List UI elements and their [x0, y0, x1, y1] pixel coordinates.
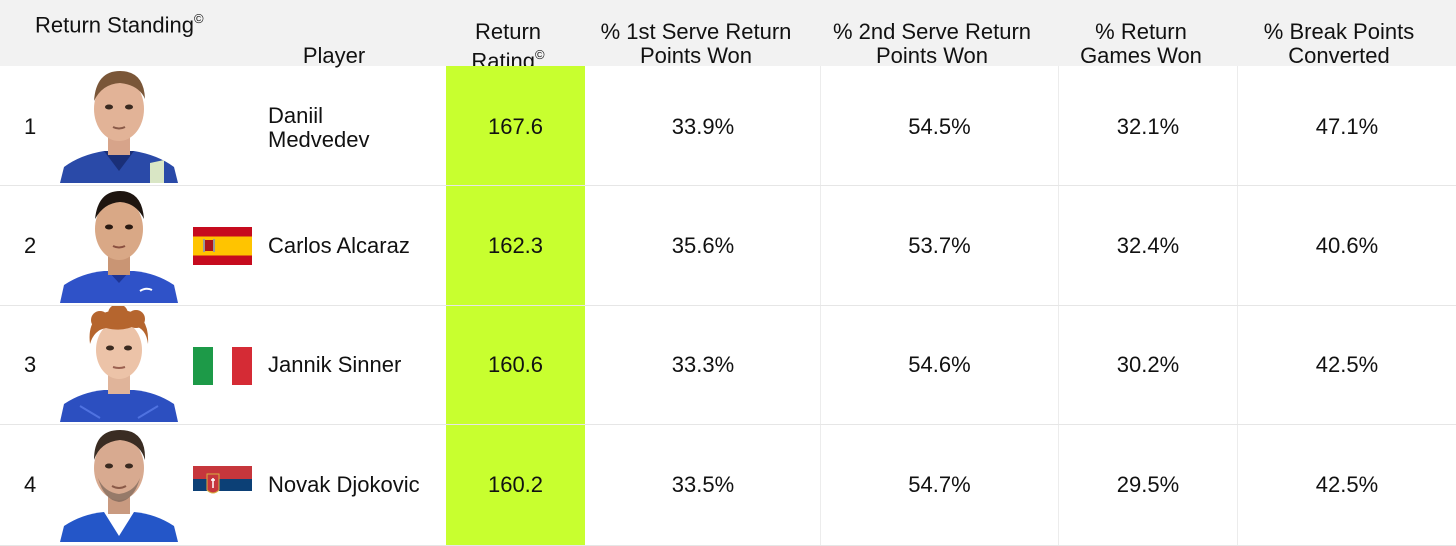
player-name[interactable]: Daniil Medvedev: [268, 103, 370, 152]
return-games-value: 32.1%: [1116, 114, 1180, 139]
first-serve-value: 33.3%: [671, 352, 735, 377]
second-serve-value: 53.7%: [908, 233, 971, 258]
return-rating-value: 167.6: [487, 114, 544, 139]
first-serve-column-header: % 1st Serve Return Points Won: [600, 19, 792, 68]
player-photo-alcaraz: [60, 187, 178, 303]
column-divider: [820, 66, 821, 546]
return-games-value: 32.4%: [1116, 233, 1180, 258]
return-rating-column-header: Return Rating©: [471, 19, 545, 74]
player-photo-medvedev: [60, 67, 178, 183]
column-divider: [1237, 66, 1238, 546]
table-header: Return Standing© Player Return Rating© %…: [0, 0, 1456, 73]
return-games-value: 30.2%: [1116, 352, 1180, 377]
second-serve-column-header: % 2nd Serve Return Points Won: [832, 19, 1032, 68]
break-points-column-header: % Break Points Converted: [1263, 19, 1415, 68]
rank: 4: [24, 472, 37, 497]
rank: 2: [24, 233, 37, 258]
player-name[interactable]: Novak Djokovic: [268, 472, 420, 497]
player-column-header: Player: [302, 43, 366, 68]
first-serve-value: 33.5%: [671, 472, 735, 497]
spain-flag-icon: [193, 227, 252, 265]
return-games-column-header: % Return Games Won: [1080, 19, 1202, 68]
rank: 1: [24, 114, 37, 139]
first-serve-value: 35.6%: [671, 233, 735, 258]
player-name[interactable]: Jannik Sinner: [268, 352, 402, 377]
player-photo-sinner: [60, 306, 178, 422]
italy-flag-icon: [193, 347, 252, 385]
table-row: 4 Novak Djokovic 1: [0, 425, 1456, 546]
second-serve-value: 54.7%: [908, 472, 971, 497]
rank: 3: [24, 352, 37, 377]
table-row: 1 Daniil Medvedev 167.6 33.9% 54.5% 32.1%…: [0, 66, 1456, 186]
serbia-flag-icon: [193, 466, 252, 504]
player-photo-djokovic: [60, 426, 178, 542]
second-serve-value: 54.5%: [908, 114, 971, 139]
break-points-value: 42.5%: [1315, 472, 1379, 497]
break-points-value: 42.5%: [1315, 352, 1379, 377]
return-rating-value: 160.2: [487, 472, 544, 497]
table-row: 3 Jannik Sinner 160.6 33.3%: [0, 305, 1456, 425]
second-serve-value: 54.6%: [908, 352, 971, 377]
break-points-value: 47.1%: [1315, 114, 1379, 139]
table-row: 2 Carlos Alcaraz 1: [0, 186, 1456, 306]
column-divider: [1058, 66, 1059, 546]
break-points-value: 40.6%: [1315, 233, 1379, 258]
table-title: Return Standing©: [35, 11, 204, 38]
return-rating-value: 160.6: [487, 352, 544, 377]
return-games-value: 29.5%: [1116, 472, 1180, 497]
return-rating-value: 162.3: [487, 233, 544, 258]
return-rating-highlight: [446, 66, 585, 546]
player-name[interactable]: Carlos Alcaraz: [268, 233, 410, 258]
first-serve-value: 33.9%: [671, 114, 735, 139]
